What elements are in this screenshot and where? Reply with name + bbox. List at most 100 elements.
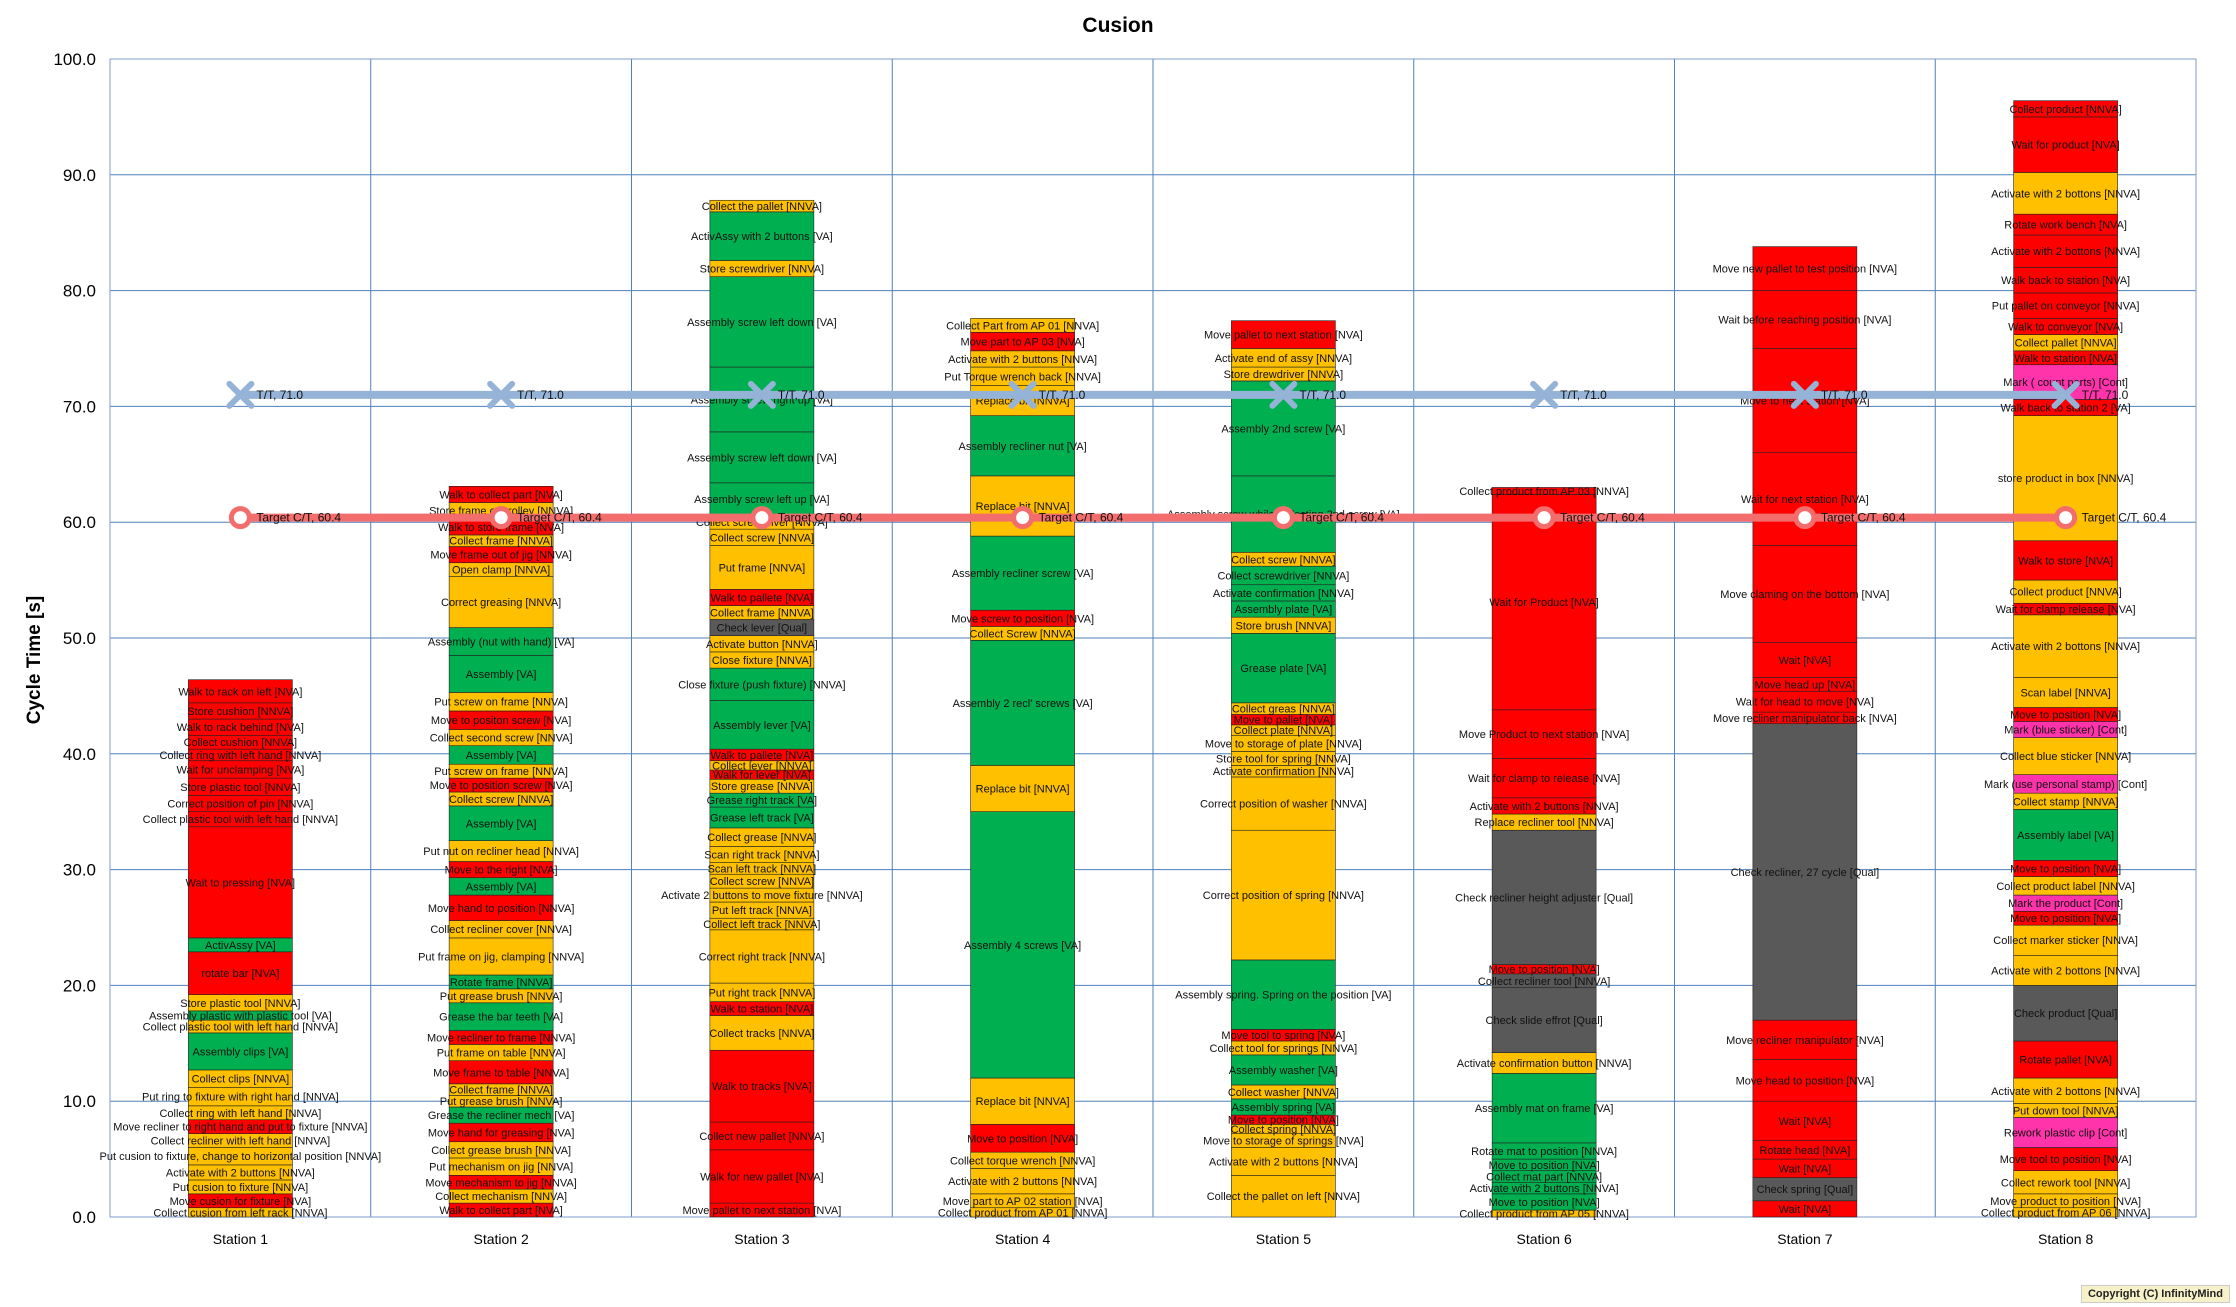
segment-label: Collect spring [NNVA] xyxy=(1231,1124,1337,1136)
ref-line-label: T/T, 71.0 xyxy=(256,388,303,402)
segment-label: Move to position [NVA] xyxy=(2010,863,2121,875)
y-tick-label: 40.0 xyxy=(63,745,96,764)
bar-segment xyxy=(970,811,1075,1079)
segment-label: Move Product to next station [NVA] xyxy=(1459,729,1629,741)
segment-label: Collect pallet [NNVA] xyxy=(2015,338,2117,350)
segment-label: Collect frame [NNVA] xyxy=(710,608,814,620)
station-label: Station 7 xyxy=(1777,1231,1832,1247)
segment-label: Check lever [Qual] xyxy=(717,623,807,635)
y-tick-label: 50.0 xyxy=(63,629,96,648)
station-bar: Collect product from AP 01 [NNVA]Move pa… xyxy=(938,318,1107,1219)
segment-label: Wait before reaching position [NVA] xyxy=(1718,315,1891,327)
segment-label: Walk to conveyor [NVA] xyxy=(2008,321,2123,333)
segment-label: Move head to position [NVA] xyxy=(1736,1075,1875,1087)
target-marker xyxy=(228,506,252,530)
segment-label: Wait for Product [NVA] xyxy=(1489,597,1598,609)
x-category-labels: Station 1 Station 2 Station 3 Station 4 Stat… xyxy=(213,1231,2094,1247)
bar-segment xyxy=(709,1015,815,1051)
segment-label: Scan right track [NNVA] xyxy=(704,850,819,862)
segment-label: Check recliner height adjuster [Qual] xyxy=(1455,892,1633,904)
target-marker xyxy=(1011,506,1035,530)
segment-label: Move recliner to frame [NNVA] xyxy=(427,1033,575,1045)
segment-label: Put frame [NNVA] xyxy=(719,562,806,574)
segment-label: Scan label [NNVA] xyxy=(2020,687,2110,699)
segment-label: Activate confirmation button [NNVA] xyxy=(1457,1058,1632,1070)
copyright-label: Copyright (C) InfinityMind xyxy=(2080,1285,2230,1303)
segment-label: Collect screw [NNVA] xyxy=(449,794,553,806)
segment-label: Move to position [NVA] xyxy=(1489,1197,1600,1209)
bar-segment xyxy=(188,951,293,995)
segment-label: Rotate head [NVA] xyxy=(1759,1145,1850,1157)
bar-segment xyxy=(448,894,554,921)
segment-label: Put Torque wrench back [NNVA] xyxy=(944,371,1101,383)
segment-label: Correct position of washer [NNVA] xyxy=(1200,799,1367,811)
station-label: Station 1 xyxy=(213,1231,268,1247)
bar-segment xyxy=(1752,348,1858,454)
segment-label: Activate with 2 bottons [NNVA] xyxy=(1991,641,2140,653)
target-marker xyxy=(1532,506,1556,530)
segment-label: Collect recliner tool [NNVA] xyxy=(1478,976,1610,988)
bar-segment xyxy=(1752,723,1858,1021)
bar-segment xyxy=(2013,100,2118,118)
y-tick-label: 90.0 xyxy=(63,166,96,185)
segment-label: Wait for next station [NVA] xyxy=(1741,494,1869,506)
bar-segment xyxy=(1491,487,1597,495)
ref-line-label: T/T, 71.0 xyxy=(1299,388,1346,402)
segment-label: Collect ring with left hand [NNVA] xyxy=(159,750,321,762)
segment-label: Assembly washer [VA] xyxy=(1229,1065,1338,1077)
segment-label: Store plastic tool [NNVA] xyxy=(180,998,300,1010)
segment-label: Mark (use personal stamp) [Cont] xyxy=(1984,779,2147,791)
segment-label: Assembly clips [VA] xyxy=(192,1046,288,1058)
segment-label: Assembly [VA] xyxy=(466,669,537,681)
segment-label: Mark ( count parts) [Cont] xyxy=(2003,377,2128,389)
segment-label: Walk to pallete [NVA] xyxy=(711,592,814,604)
tt-marker xyxy=(1530,380,1559,409)
segment-label: Assembly mat on frame [VA] xyxy=(1475,1103,1614,1115)
segment-label: Move product to position [NVA] xyxy=(1990,1196,2141,1208)
y-tick-label: 10.0 xyxy=(63,1092,96,1111)
y-tick-labels: 0.0 10.0 20.0 30.0 40.0 50.0 60.0 70.0 80.0 90.0 1… xyxy=(53,50,96,1227)
segment-label: Activate with 2 buttons [NNVA] xyxy=(1470,801,1619,813)
segment-label: Put screw on frame [NNVA] xyxy=(434,766,568,778)
segment-label: Assembly label [VA] xyxy=(2017,830,2114,842)
segment-label: Rework plastic clip [Cont] xyxy=(2004,1127,2128,1139)
segment-label: Collect new pallet [NNVA] xyxy=(699,1131,824,1143)
segment-label: Collect product from AP 06 [NNVA] xyxy=(1981,1207,2151,1219)
segment-label: Wait for clamp to release [NVA] xyxy=(1468,773,1620,785)
bar-segment xyxy=(1752,545,1858,643)
segment-label: Close fixture (push fixture) [NNVA] xyxy=(678,679,845,691)
segment-label: Rotate mat to position [NNVA] xyxy=(1471,1146,1617,1158)
segment-label: Collect stamp [NNVA] xyxy=(2013,796,2119,808)
segment-label: Store brush [NNVA] xyxy=(1235,620,1331,632)
station-bar: Collect the pallet on left [NNVA] Activat… xyxy=(1167,320,1400,1218)
bar-segment xyxy=(2013,985,2118,1042)
segment-label: Assembly recliner nut [VA] xyxy=(959,441,1087,453)
segment-label: Collect plastic tool with left hand [NNV… xyxy=(143,814,338,826)
segment-label: Check spring [Qual] xyxy=(1757,1184,1854,1196)
y-tick-label: 0.0 xyxy=(72,1208,96,1227)
target-marker xyxy=(1793,506,1817,530)
segment-label: Collect frame [NNVA] xyxy=(449,536,553,548)
y-tick-label: 20.0 xyxy=(63,976,96,995)
segment-label: rotate bar [NVA] xyxy=(201,968,279,980)
segment-label: Activate 2 buttons to move fixture [NNVA… xyxy=(661,890,863,902)
bar-segment xyxy=(2013,1077,2118,1104)
bar-segment xyxy=(1752,452,1858,546)
station-bar: Collect product from AP 06 [NNVA]Move pr… xyxy=(1981,100,2151,1219)
segment-label: Collect cushion [NNVA] xyxy=(184,737,298,749)
segment-label: Activate with 2 bottons [NNVA] xyxy=(1991,965,2140,977)
segment-label: Collect washer [NNVA] xyxy=(1228,1087,1339,1099)
segment-label: Collect product from AP 03 [NNVA] xyxy=(1459,486,1629,498)
y-tick-label: 100.0 xyxy=(53,50,96,69)
ref-line-label: Target C/T, 60.4 xyxy=(1821,511,1906,525)
bar-segment xyxy=(1752,642,1858,678)
segment-label: Move to position screw [NVA] xyxy=(430,780,573,792)
segment-label: Collect screw [NNVA] xyxy=(710,532,814,544)
reference-lines: T/T, 71.0 T/T, 71.0 T/T, 71.0 T/T, 71.0 T/T,… xyxy=(226,380,2167,530)
segment-label: Put screw on frame [NNVA] xyxy=(434,697,568,709)
ref-line-label: Target C/T, 60.4 xyxy=(517,511,602,525)
segment-label: Grease plate [VA] xyxy=(1240,663,1326,675)
segment-label: Move part to AP 03 [NVA] xyxy=(960,337,1084,349)
segment-label: Store plastic tool [NNVA] xyxy=(180,782,300,794)
